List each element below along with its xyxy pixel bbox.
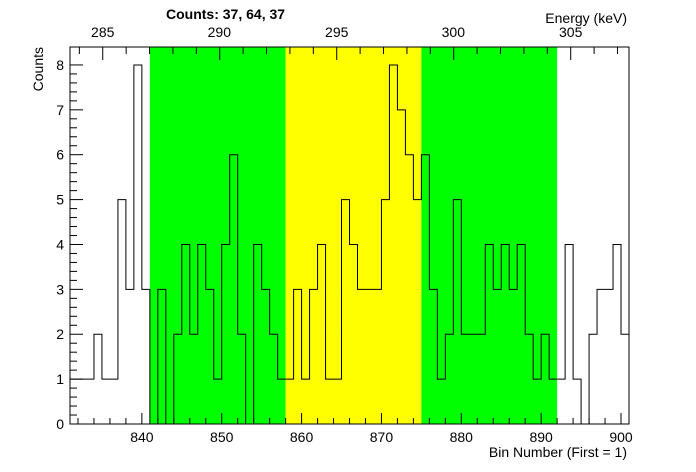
energy-tick-label: 305 [559, 24, 583, 40]
x-tick-label: 840 [130, 429, 154, 445]
y-tick-label: 4 [56, 236, 64, 252]
y-tick-label: 5 [56, 192, 64, 208]
energy-tick-label: 295 [325, 24, 349, 40]
energy-axis-label: Energy (keV) [545, 10, 627, 26]
energy-tick-label: 300 [442, 24, 466, 40]
y-tick-label: 6 [56, 147, 64, 163]
left-background-region [149, 47, 286, 424]
x-tick-label: 860 [290, 429, 314, 445]
x-tick-label: 870 [370, 429, 394, 445]
x-axis-label: Bin Number (First = 1) [489, 444, 627, 460]
y-tick-label: 7 [56, 102, 64, 118]
y-tick-label: 8 [56, 57, 64, 73]
x-tick-label: 850 [210, 429, 234, 445]
y-tick-label: 1 [56, 371, 64, 387]
y-tick-label: 0 [56, 416, 64, 432]
x-tick-label: 890 [529, 429, 553, 445]
x-tick-label: 900 [609, 429, 633, 445]
energy-tick-label: 285 [91, 24, 115, 40]
x-tick-label: 880 [450, 429, 474, 445]
y-tick-label: 2 [56, 326, 64, 342]
energy-tick-label: 290 [208, 24, 232, 40]
right-background-region [421, 47, 558, 424]
y-axis-label: Counts [30, 47, 46, 91]
chart-title: Counts: 37, 64, 37 [166, 6, 285, 22]
y-tick-label: 3 [56, 281, 64, 297]
peak-region [285, 47, 422, 424]
